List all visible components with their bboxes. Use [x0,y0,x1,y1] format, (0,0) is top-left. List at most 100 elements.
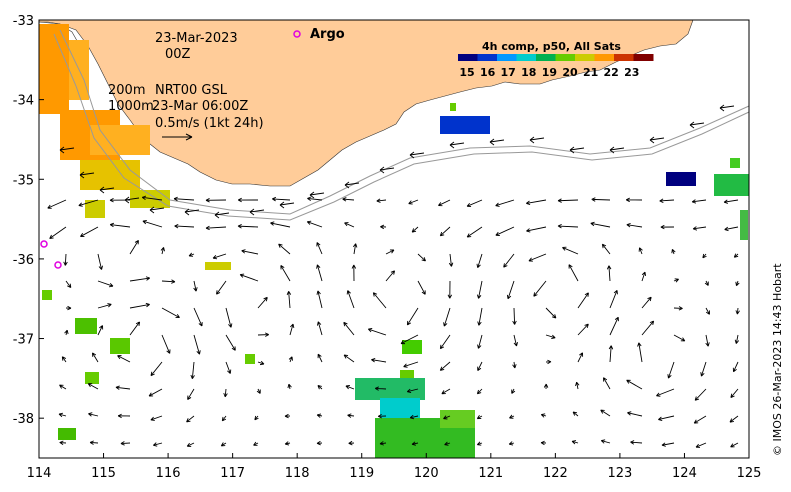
current-arrow [372,292,387,309]
current-arrow [188,252,195,257]
current-arrow [667,361,675,379]
x-tick-label: 114 [27,466,52,481]
colorbar-tick-label: 18 [521,66,536,79]
current-arrow [289,323,295,336]
current-arrow [65,280,72,289]
current-arrow [307,196,323,201]
current-arrow [503,253,515,268]
current-arrow [65,305,72,311]
current-arrow [253,441,259,446]
x-tick-label: 117 [220,466,245,481]
current-arrow [735,307,740,315]
current-arrow [316,264,323,282]
x-tick-label: 116 [156,466,181,481]
current-arrow [97,303,112,309]
current-arrow [400,334,419,345]
y-tick-label: -34 [13,94,34,109]
current-arrow [371,357,387,363]
current-arrow [89,440,99,445]
current-arrow [557,223,579,229]
colorbar-segment [477,54,498,61]
current-arrow [120,441,131,446]
current-arrow [439,226,451,237]
current-arrow [694,388,707,401]
current-arrow [526,199,547,206]
current-arrow [59,384,67,390]
current-arrow [284,413,291,419]
argo-float-marker [54,261,62,269]
current-arrow [160,247,165,255]
credit-text: © IMOS 26-Mar-2023 14:43 Hobart [771,263,784,456]
contour-1000m [53,33,750,221]
current-arrow [193,334,201,355]
current-arrow [641,320,655,336]
current-arrow [161,334,171,354]
current-arrow [377,413,387,419]
current-arrow [376,198,387,203]
current-arrow [439,361,451,371]
product-label: NRT00 GSL [155,83,228,98]
current-arrow [115,385,131,390]
current-arrow [732,361,739,373]
colorbar-segment [516,54,537,61]
argo-float-marker [40,240,48,248]
y-tick-label: -33 [13,14,34,29]
x-tick-label: 125 [737,466,762,481]
current-arrow [562,246,579,255]
current-arrow [288,356,293,363]
current-arrow [603,377,611,390]
current-arrow [409,151,425,159]
current-arrow [543,383,549,390]
current-arrow [448,253,454,267]
y-tick-label: -38 [13,412,34,427]
current-arrow [408,199,419,205]
current-arrow [129,239,139,255]
current-arrow [477,307,483,326]
current-arrow [609,316,619,336]
colorbar-segment [633,54,654,61]
current-arrow [343,321,355,336]
current-arrow [438,199,451,207]
current-arrow [129,321,141,336]
current-arrow [449,141,465,149]
current-arrow [141,195,163,201]
current-arrow [150,361,163,377]
current-arrow [225,334,236,351]
current-arrow [87,383,99,390]
scale-label: 0.5m/s (1kt 24h) [155,116,264,131]
current-arrow [724,226,739,232]
current-arrow [161,307,180,319]
current-arrow [237,224,259,229]
current-arrow [673,334,686,342]
current-arrow [344,181,360,189]
current-arrow [409,414,419,420]
colorbar-tick-label: 20 [562,66,578,79]
current-arrow [380,224,387,230]
current-arrow [533,280,547,297]
current-arrow [271,196,291,202]
current-arrow [506,280,515,300]
current-arrow [58,412,67,418]
current-arrow [161,279,176,284]
colorbar-title: 4h comp, p50, All Sats [482,40,621,53]
current-arrow [117,355,131,363]
current-arrow [403,361,419,368]
current-arrow [590,221,611,228]
current-arrow [466,199,483,208]
current-arrow [508,441,515,446]
x-tick-label: 118 [285,466,310,481]
current-arrow [577,292,589,309]
current-arrow [512,307,517,325]
colorbar-segment [594,54,615,61]
current-arrow [641,271,647,282]
land-mass [38,19,694,187]
current-arrow [220,442,227,447]
current-arrow [439,334,451,350]
current-arrow [379,441,387,446]
current-arrow [477,361,483,371]
x-tick-label: 123 [607,466,632,481]
current-arrow [673,306,683,311]
current-arrow [601,243,611,255]
current-arrow [495,226,515,236]
current-arrow [78,199,99,207]
